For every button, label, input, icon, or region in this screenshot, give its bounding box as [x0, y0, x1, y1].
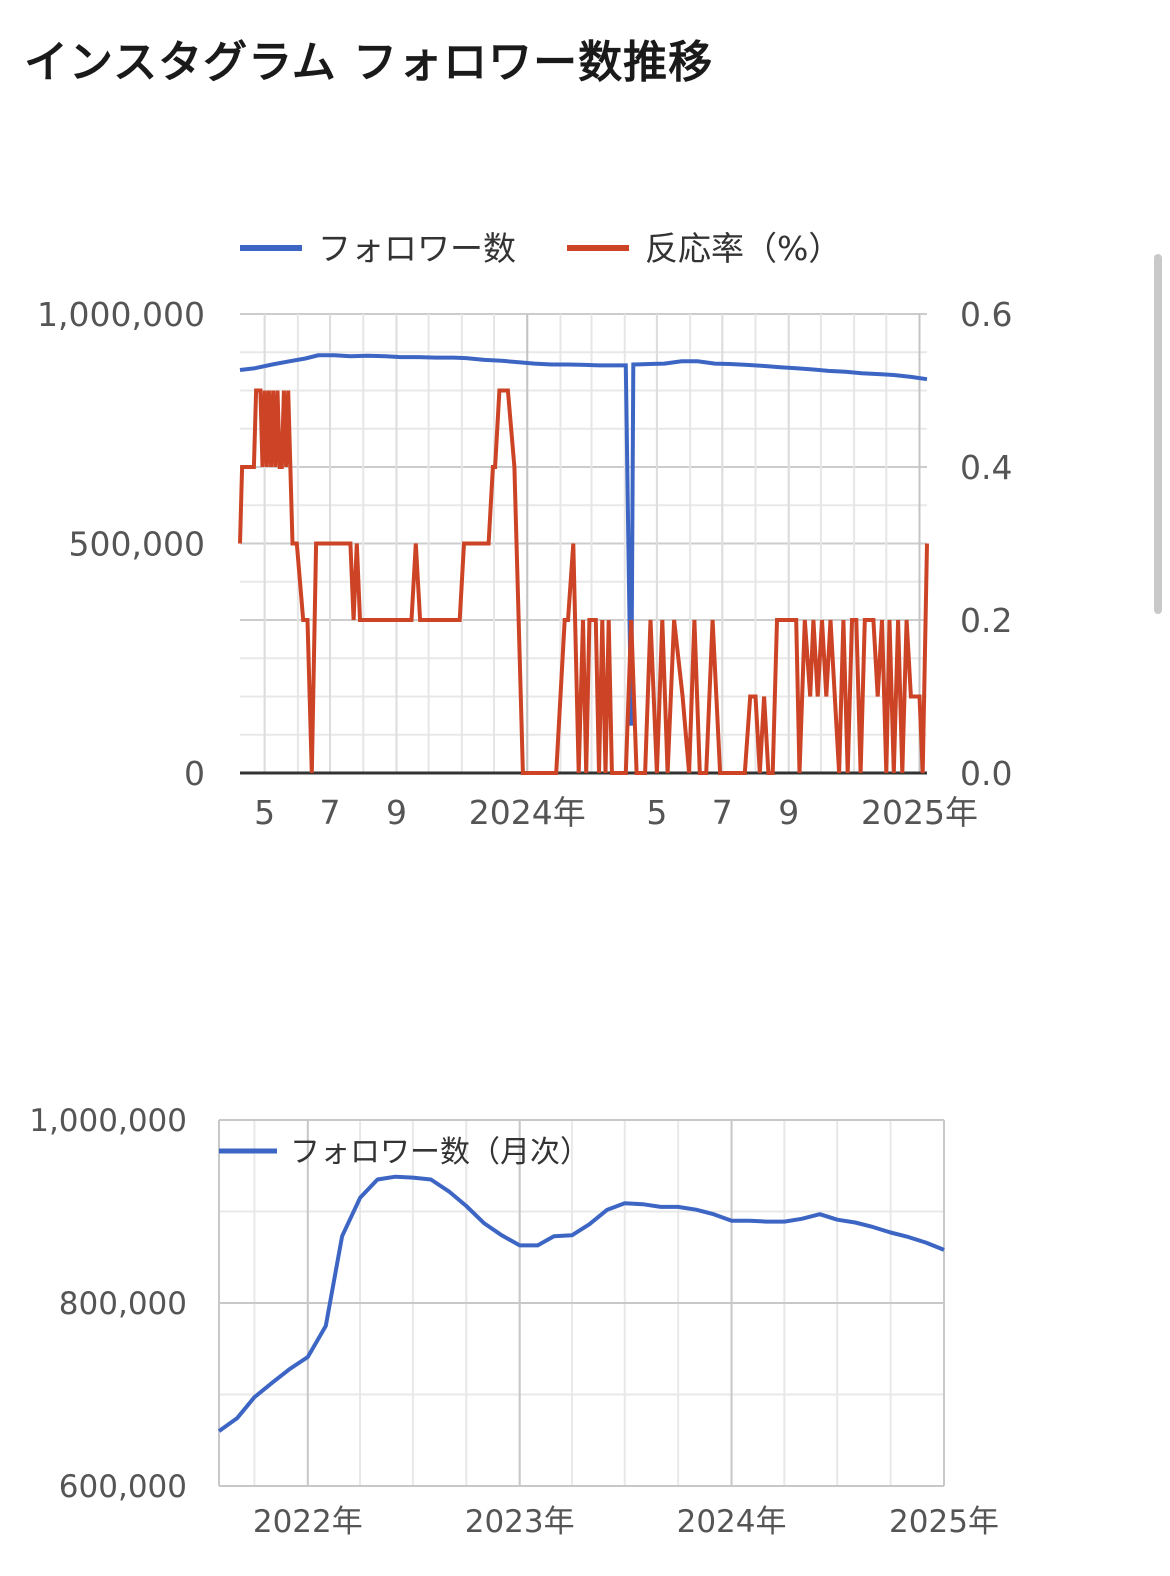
y-tick-label: 1,000,000 — [29, 1103, 187, 1139]
y-right-tick-label: 0.2 — [960, 601, 1012, 640]
legend-label: フォロワー数（月次） — [290, 1135, 590, 1170]
x-tick-label: 7 — [320, 793, 341, 832]
y-left-tick-label: 500,000 — [69, 525, 205, 564]
scrollbar[interactable] — [1154, 254, 1162, 614]
y-tick-label: 800,000 — [59, 1286, 187, 1322]
y-left-tick-label: 0 — [184, 754, 205, 793]
y-right-tick-label: 0.0 — [960, 754, 1012, 793]
x-tick-label: 2022年 — [253, 1504, 363, 1540]
x-tick-label: 5 — [254, 793, 275, 832]
series-line-engagement — [238, 388, 929, 775]
x-tick-label: 2025年 — [889, 1504, 999, 1540]
series-line-followers — [239, 353, 928, 726]
x-tick-label: 2024年 — [677, 1504, 787, 1540]
followers-engagement-chart: 0.0 0.2 0.4 0.6 0 500,000 1,000,000 5 7 9 2024年 5 7 9… — [37, 229, 1012, 832]
legend-label: 反応率（%） — [645, 229, 841, 268]
series-line-monthly-followers — [217, 1174, 945, 1433]
y-right-tick-label: 0.4 — [960, 448, 1012, 487]
x-tick-label: 2023年 — [465, 1504, 575, 1540]
legend-label: フォロワー数 — [318, 229, 516, 268]
x-tick-label: 5 — [646, 793, 667, 832]
y-tick-label: 600,000 — [59, 1469, 187, 1505]
x-tick-label: 9 — [778, 793, 799, 832]
page-title: インスタグラム フォロワー数推移 — [24, 37, 714, 88]
y-left-tick-label: 1,000,000 — [37, 295, 205, 334]
x-tick-label: 2024年 — [469, 793, 586, 832]
x-tick-label: 2025年 — [861, 793, 978, 832]
y-right-tick-label: 0.6 — [960, 295, 1012, 334]
x-tick-label: 9 — [386, 793, 407, 832]
x-tick-label: 7 — [712, 793, 733, 832]
